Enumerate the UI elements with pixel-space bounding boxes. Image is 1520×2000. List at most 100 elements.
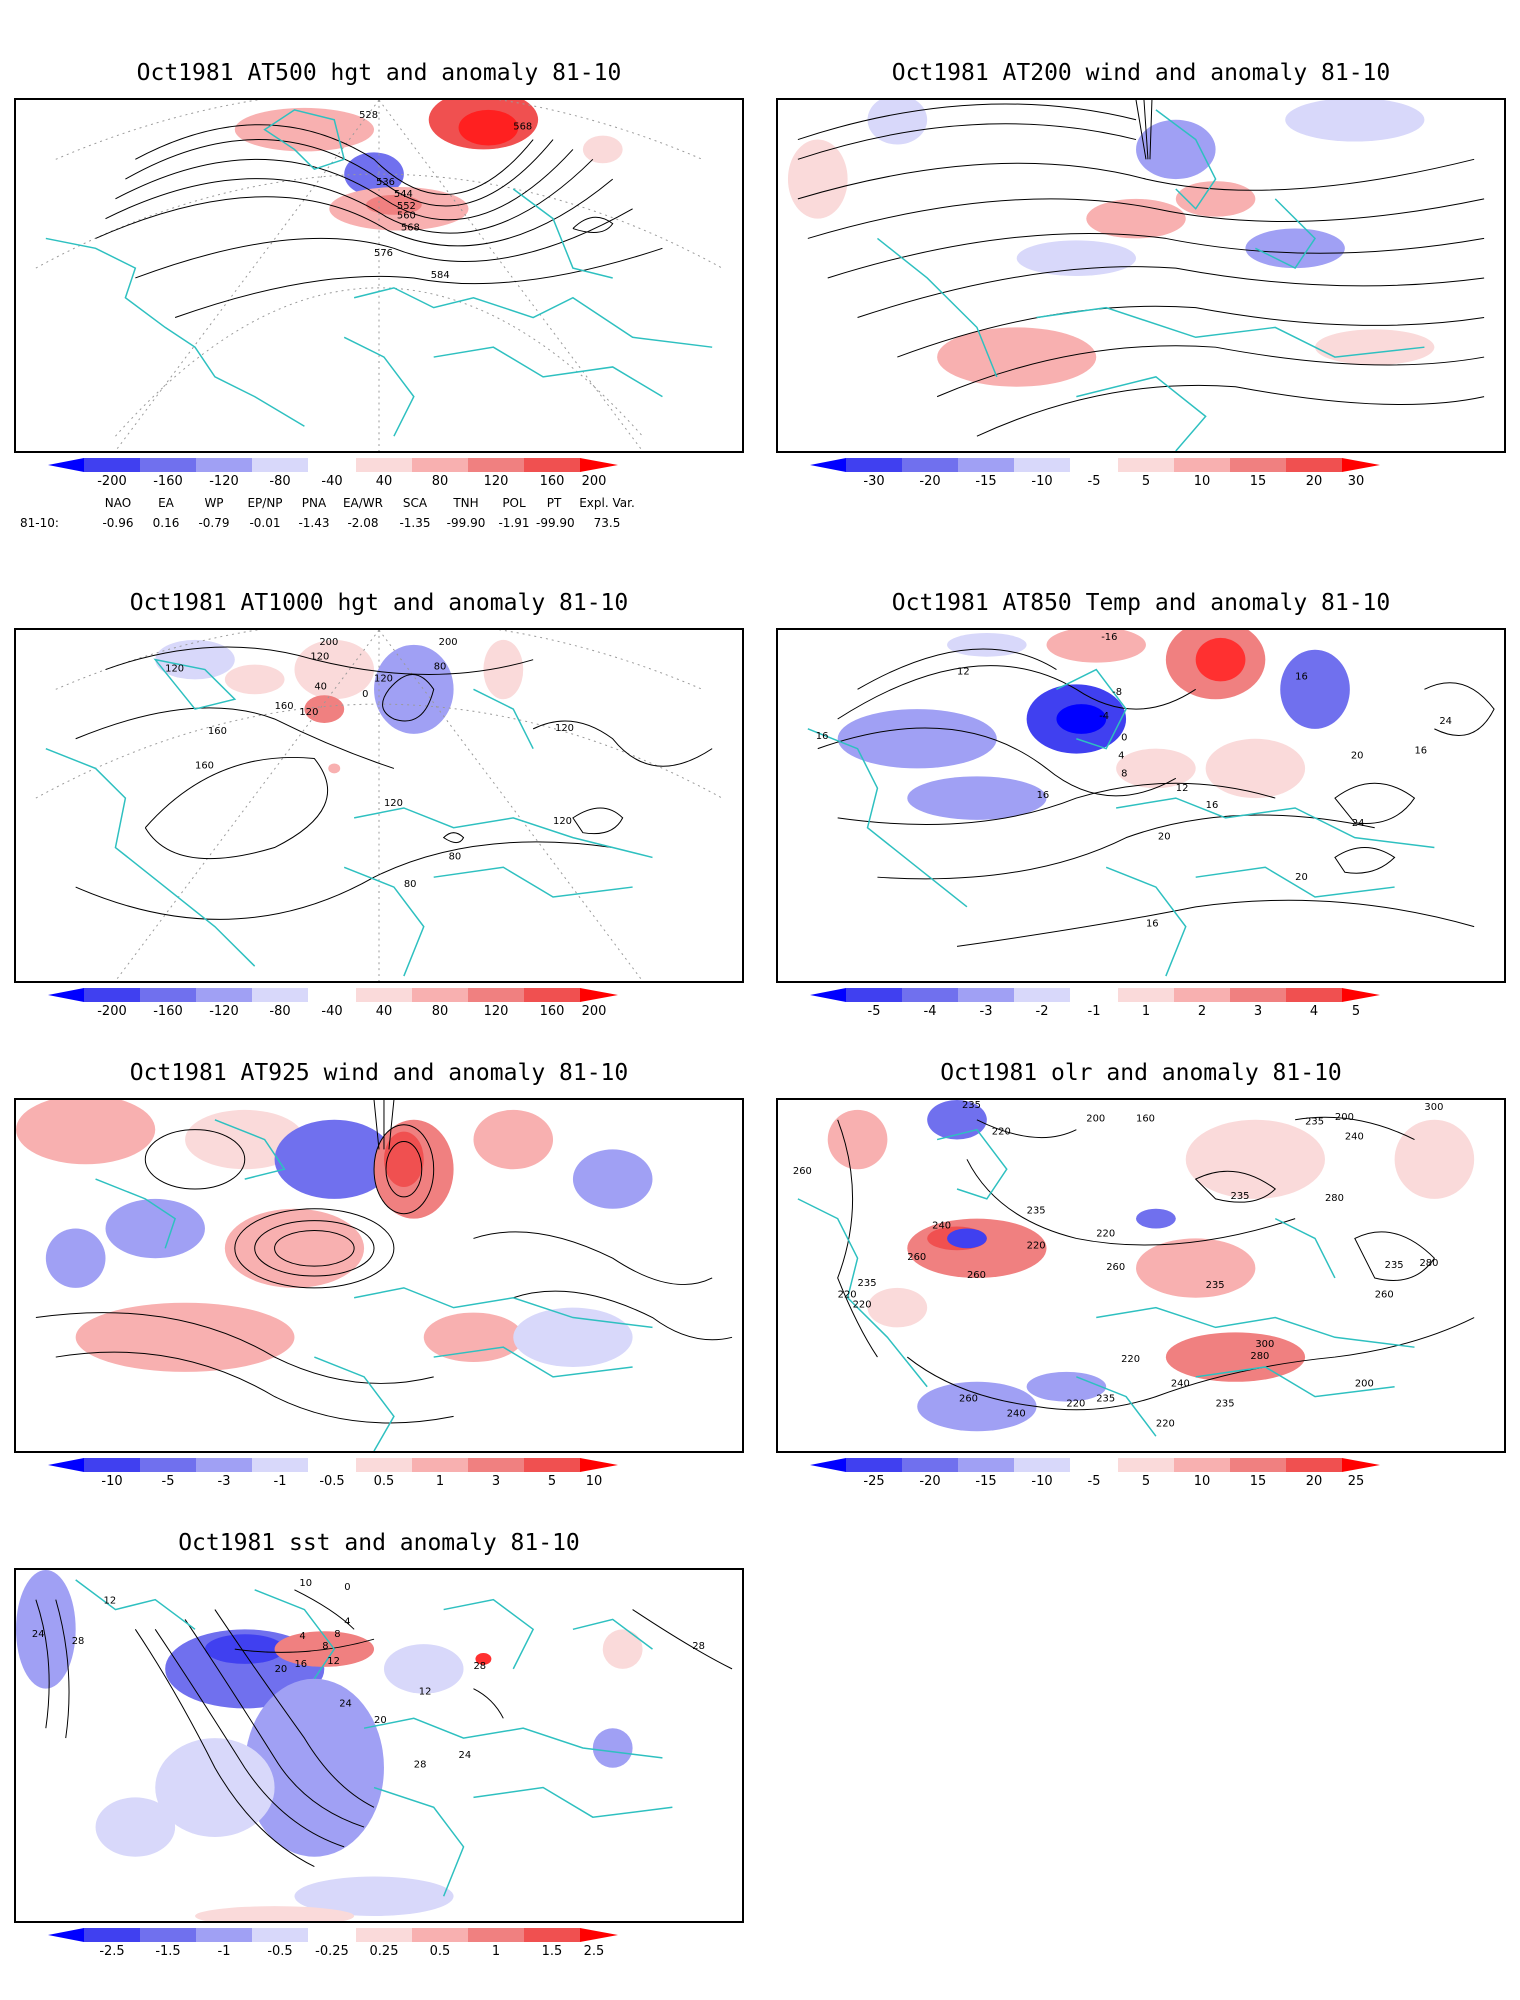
contour-label: -8 <box>1112 687 1122 698</box>
colorbar-label: -0.25 <box>315 1944 349 1959</box>
colorbar-label: 10 <box>1193 1474 1211 1489</box>
contour-label: 120 <box>165 664 184 675</box>
contour-label: 576 <box>374 248 393 259</box>
contour-label: 24 <box>1352 818 1365 829</box>
panel-title: Oct1981 AT500 hgt and anomaly 81-10 <box>136 60 622 86</box>
anomaly-shading <box>837 630 1350 820</box>
colorbar-label: -1 <box>273 1474 287 1489</box>
panel-title: Oct1981 AT1000 hgt and anomaly 81-10 <box>129 590 629 616</box>
contour-label: 220 <box>1156 1418 1175 1429</box>
colorbar-label: -20 <box>919 1474 941 1489</box>
colorbar-label: -3 <box>217 1474 231 1489</box>
contour-label: 240 <box>1345 1132 1364 1143</box>
contour-label: 20 <box>275 1664 288 1675</box>
panel-title: Oct1981 AT200 wind and anomaly 81-10 <box>891 60 1391 86</box>
contour-label: 4 <box>1118 751 1124 762</box>
contour-label: 120 <box>374 673 393 684</box>
colorbar-label: 160 <box>539 1004 565 1019</box>
index-value: -1.91 <box>498 516 530 530</box>
colorbar-label: 120 <box>483 1004 509 1019</box>
contour-label: 200 <box>1335 1112 1354 1123</box>
contour-label: -16 <box>1101 632 1117 643</box>
colorbar-label: 5 <box>1141 474 1151 489</box>
contour-label: 20 <box>1158 832 1171 843</box>
colorbar-label: 15 <box>1249 1474 1267 1489</box>
colorbar-label: -160 <box>153 1004 183 1019</box>
coastlines <box>45 109 713 437</box>
contour-label: 235 <box>1305 1117 1324 1128</box>
colorbar-label: -200 <box>97 1004 127 1019</box>
contour-label: 8 <box>1121 768 1127 779</box>
contour-label: 280 <box>1419 1258 1438 1269</box>
colorbar-label: 20 <box>1305 1474 1323 1489</box>
contour-label: 220 <box>1121 1354 1140 1365</box>
colorbar-label: -0.5 <box>267 1944 293 1959</box>
panel-title: Oct1981 AT850 Temp and anomaly 81-10 <box>891 590 1391 616</box>
anomaly-shading <box>155 639 524 774</box>
contour-label: 260 <box>1375 1290 1394 1301</box>
contour-label: 80 <box>434 662 447 673</box>
colorbar-label: -120 <box>209 1004 239 1019</box>
teleconnection-names: NAO EA WP EP/NP PNA EA/WR SCA TNH POL PT Expl. Var… <box>94 496 642 510</box>
map-frame: 200 120 120 80 120 120 160 160 200 160 120 80 120 120… <box>14 628 744 983</box>
coastlines <box>95 1119 653 1451</box>
contour-labels: 200 120 120 80 120 120 160 160 200 160 120 80 120 120… <box>165 637 574 890</box>
contour-label: 280 <box>1250 1351 1269 1362</box>
panel-title: Oct1981 AT925 wind and anomaly 81-10 <box>129 1060 629 1086</box>
contour-label: 235 <box>858 1278 877 1289</box>
index-value: -99.90 <box>446 516 486 530</box>
contour-label: 160 <box>1136 1114 1155 1125</box>
map-plot: -16 12 -8 -4 0 4 8 16 16 12 16 20 24 24 16 20 20 16 16 <box>807 630 1495 977</box>
colorbar-label: 160 <box>539 474 565 489</box>
contour-label: 584 <box>431 270 450 281</box>
colorbar: -2.5 -1.5 -1 -0.5 -0.25 0.25 0.5 1 1.5 2… <box>48 1928 618 1959</box>
contour-label: 260 <box>959 1394 978 1405</box>
contour-label: 0 <box>362 689 368 700</box>
coastlines <box>876 109 1425 451</box>
colorbar-label: 5 <box>1141 1474 1151 1489</box>
contour-label: 220 <box>838 1290 857 1301</box>
index-name: POL <box>502 496 526 510</box>
index-name: TNH <box>453 496 479 510</box>
colorbar-label: 80 <box>431 1004 449 1019</box>
index-name: EA <box>158 496 174 510</box>
colorbar: -200 -160 -120 -80 -40 40 80 120 160 200 <box>48 988 618 1019</box>
panel-sst: Oct1981 sst and anomaly 81-10 <box>14 1530 744 1960</box>
colorbar-label: -120 <box>209 474 239 489</box>
contour-label: 160 <box>195 760 214 771</box>
index-name: EP/NP <box>247 496 283 510</box>
colorbar-swatches <box>810 458 1380 472</box>
contour-label: 28 <box>692 1641 705 1652</box>
contour-label: 120 <box>553 816 572 827</box>
index-value: -99.90 <box>536 516 575 530</box>
contour-label: 220 <box>1027 1240 1046 1251</box>
contour-label: 220 <box>1066 1399 1085 1410</box>
teleconnection-values: 81-10: -0.96 0.16 -0.79 -0.01 -1.43 -2.08 -1.35… <box>20 516 642 530</box>
colorbar: -200 -160 -120 -80 -40 40 80 120 160 200 <box>48 458 618 489</box>
contour-label: 12 <box>104 1596 117 1607</box>
coastlines <box>75 1579 673 1897</box>
anomaly-shading <box>827 1100 1475 1432</box>
height-contours <box>95 124 663 318</box>
contour-label: 20 <box>1351 751 1364 762</box>
colorbar-label: -25 <box>863 1474 885 1489</box>
contour-label: 24 <box>32 1629 45 1640</box>
contour-label: 12 <box>1176 783 1189 794</box>
panel-at500-hgt: Oct1981 AT500 hgt and anomaly 81-10 <box>14 60 744 540</box>
colorbar-swatches <box>48 988 618 1002</box>
colorbar-label: -1 <box>217 1944 231 1959</box>
contour-label: 80 <box>449 851 462 862</box>
contour-label: 235 <box>1385 1260 1404 1271</box>
contour-label: 280 <box>1325 1193 1344 1204</box>
colorbar-label: -40 <box>321 474 343 489</box>
colorbar-label: 40 <box>375 1004 393 1019</box>
contour-label: -4 <box>1099 711 1109 722</box>
colorbar: -30 -20 -15 -10 -5 5 10 15 20 30 <box>810 458 1380 489</box>
contour-label: 120 <box>555 723 574 734</box>
panel-at1000-hgt: Oct1981 AT1000 hgt and anomaly 81-10 <box>14 590 744 1020</box>
contour-label: 260 <box>907 1252 926 1263</box>
colorbar-swatches <box>48 458 618 472</box>
